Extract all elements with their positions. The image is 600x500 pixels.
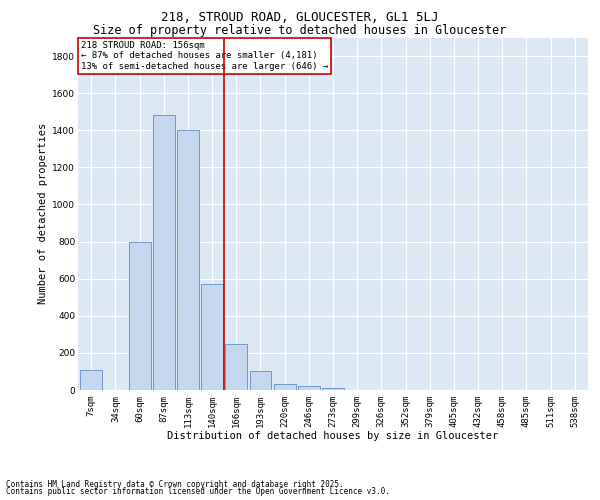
Bar bbox=[226, 344, 247, 390]
Bar bbox=[153, 116, 175, 390]
Bar bbox=[322, 388, 344, 390]
X-axis label: Distribution of detached houses by size in Gloucester: Distribution of detached houses by size … bbox=[167, 432, 499, 442]
Text: Contains public sector information licensed under the Open Government Licence v3: Contains public sector information licen… bbox=[6, 487, 390, 496]
Bar bbox=[250, 370, 271, 390]
Bar bbox=[298, 386, 320, 390]
Bar bbox=[129, 242, 151, 390]
Bar bbox=[201, 284, 223, 390]
Bar bbox=[177, 130, 199, 390]
Text: 218, STROUD ROAD, GLOUCESTER, GL1 5LJ: 218, STROUD ROAD, GLOUCESTER, GL1 5LJ bbox=[161, 11, 439, 24]
Y-axis label: Number of detached properties: Number of detached properties bbox=[38, 123, 48, 304]
Bar bbox=[274, 384, 296, 390]
Text: Size of property relative to detached houses in Gloucester: Size of property relative to detached ho… bbox=[94, 24, 506, 37]
Text: 218 STROUD ROAD: 156sqm
← 87% of detached houses are smaller (4,181)
13% of semi: 218 STROUD ROAD: 156sqm ← 87% of detache… bbox=[80, 41, 328, 71]
Bar bbox=[80, 370, 102, 390]
Text: Contains HM Land Registry data © Crown copyright and database right 2025.: Contains HM Land Registry data © Crown c… bbox=[6, 480, 344, 489]
